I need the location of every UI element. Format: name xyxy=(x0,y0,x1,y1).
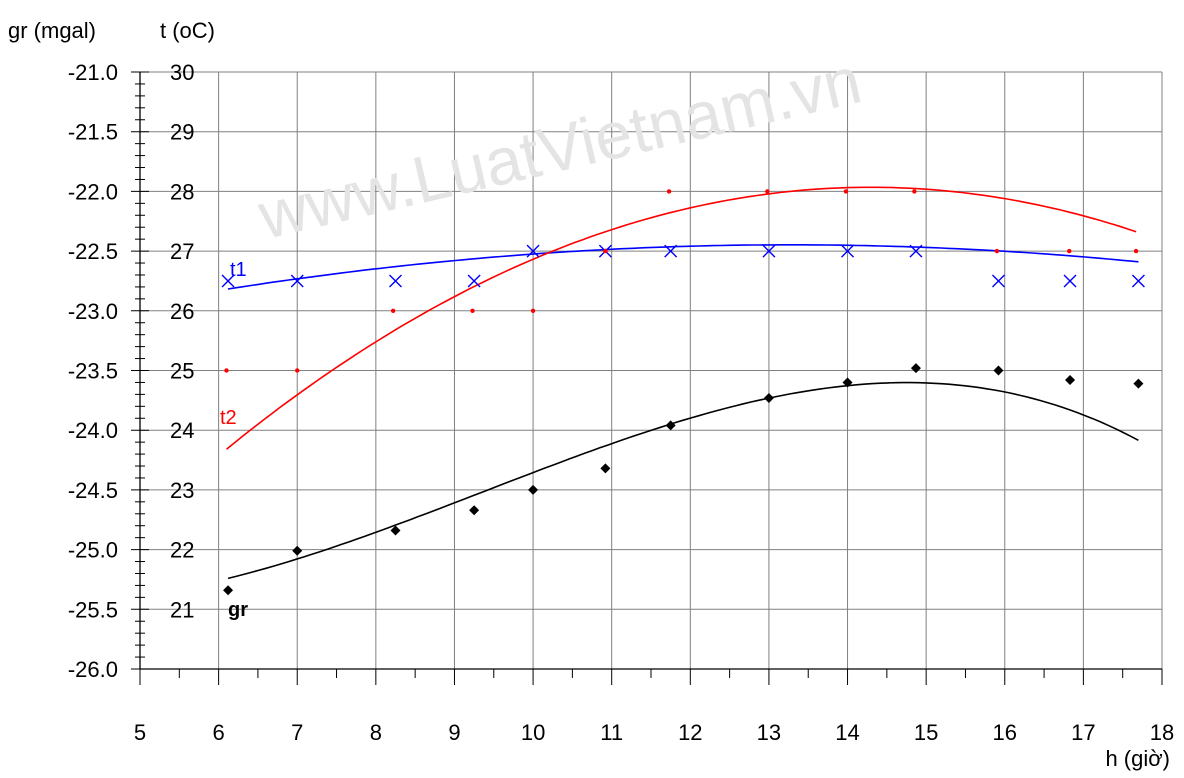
gr-fit-curve xyxy=(227,381,1139,580)
gr-tick-label: -23.0 xyxy=(68,299,118,324)
x-tick-label: 12 xyxy=(678,720,702,745)
gr-tick-label: -21.5 xyxy=(68,120,118,145)
t-tick-label: 22 xyxy=(170,538,194,563)
gr-point xyxy=(292,545,303,556)
t1-point xyxy=(389,274,402,288)
t-tick-label: 24 xyxy=(170,418,194,443)
gr-tick-label: -23.5 xyxy=(68,359,118,384)
gr-tick-label: -24.5 xyxy=(68,478,118,503)
t1-point xyxy=(221,274,235,288)
gr-point xyxy=(910,363,921,374)
watermark-text: www.LuatVietnam.vn xyxy=(251,42,868,253)
gr-point xyxy=(469,505,480,516)
x-axis-label: h (giờ) xyxy=(1105,746,1170,771)
t-tick-label: 30 xyxy=(170,60,194,85)
t2-point xyxy=(530,308,536,313)
t2-point xyxy=(666,189,672,194)
x-tick-label: 15 xyxy=(914,720,938,745)
gr-point xyxy=(1133,378,1144,389)
gr-point xyxy=(223,585,234,596)
data-points xyxy=(221,189,1145,596)
fit-curves xyxy=(225,186,1139,580)
gr-point xyxy=(842,377,853,388)
t1-point xyxy=(1063,274,1077,288)
t-tick-label: 23 xyxy=(170,478,194,503)
x-tick-label: 14 xyxy=(835,720,859,745)
gr-tick-label: -21.0 xyxy=(68,60,118,85)
gr-series-label: gr xyxy=(228,599,248,621)
x-tick-label: 8 xyxy=(370,720,382,745)
gr-point xyxy=(528,484,539,495)
t1-point xyxy=(841,244,855,258)
t1-point xyxy=(762,244,776,258)
t1-point xyxy=(1131,274,1145,288)
t2-fit-curve xyxy=(225,186,1137,450)
gr-point xyxy=(390,525,401,536)
t-tick-label: 25 xyxy=(170,359,194,384)
t2-point xyxy=(470,308,475,313)
x-tick-label: 6 xyxy=(212,720,224,745)
tick-labels: -21.0 -21.5 -22.0 -22.5 -23.0 -23.5 -24.0 -24.5… xyxy=(68,60,1174,745)
t-tick-label: 27 xyxy=(170,239,194,264)
t-tick-label: 29 xyxy=(170,120,194,145)
t2-point xyxy=(843,189,849,194)
x-tick-label: 9 xyxy=(448,720,460,745)
x-tick-label: 13 xyxy=(757,720,781,745)
t-tick-label: 26 xyxy=(170,299,194,324)
gr-point xyxy=(600,463,611,474)
gr-point xyxy=(763,392,774,403)
gr-point xyxy=(1065,375,1076,386)
series-labels: t1 t2 gr xyxy=(220,259,248,621)
t-tick-label: 21 xyxy=(170,597,194,622)
gr-tick-label: -22.0 xyxy=(68,179,118,204)
t1-point xyxy=(290,274,304,288)
t2-point xyxy=(295,368,300,373)
t2-point xyxy=(603,248,608,254)
t2-point xyxy=(1133,248,1139,254)
gr-tick-label: -26.0 xyxy=(68,657,118,682)
t1-point xyxy=(991,274,1005,288)
t1-point xyxy=(664,244,678,258)
axes xyxy=(131,71,1163,685)
x-tick-label: 17 xyxy=(1071,720,1095,745)
t2-point xyxy=(765,189,770,194)
x-tick-label: 10 xyxy=(521,720,545,745)
grid xyxy=(140,71,1163,669)
t1-series-label: t1 xyxy=(230,259,247,281)
t2-point xyxy=(994,248,1000,254)
y-right-axis-label: t (oC) xyxy=(160,18,215,43)
gr-tick-label: -25.5 xyxy=(68,597,118,622)
gr-point xyxy=(665,420,676,431)
gr-tick-label: -25.0 xyxy=(68,538,118,563)
t-tick-label: 28 xyxy=(170,179,194,204)
gr-point xyxy=(993,365,1004,376)
x-tick-label: 7 xyxy=(291,720,303,745)
t1-fit-curve xyxy=(227,244,1139,290)
x-tick-label: 16 xyxy=(993,720,1017,745)
t1-point xyxy=(467,274,481,288)
t2-point xyxy=(224,368,229,373)
x-tick-label: 11 xyxy=(600,720,623,745)
gr-tick-label: -22.5 xyxy=(68,239,118,264)
t2-point xyxy=(912,189,917,194)
x-tick-label: 18 xyxy=(1150,720,1174,745)
y-left-axis-label: gr (mgal) xyxy=(8,18,96,43)
t2-point xyxy=(1067,248,1072,254)
t2-series-label: t2 xyxy=(220,407,237,429)
gr-tick-label: -24.0 xyxy=(68,418,118,443)
t1-point xyxy=(526,244,540,258)
x-tick-label: 5 xyxy=(134,720,146,745)
t1-point xyxy=(909,244,923,258)
t2-point xyxy=(390,308,396,313)
